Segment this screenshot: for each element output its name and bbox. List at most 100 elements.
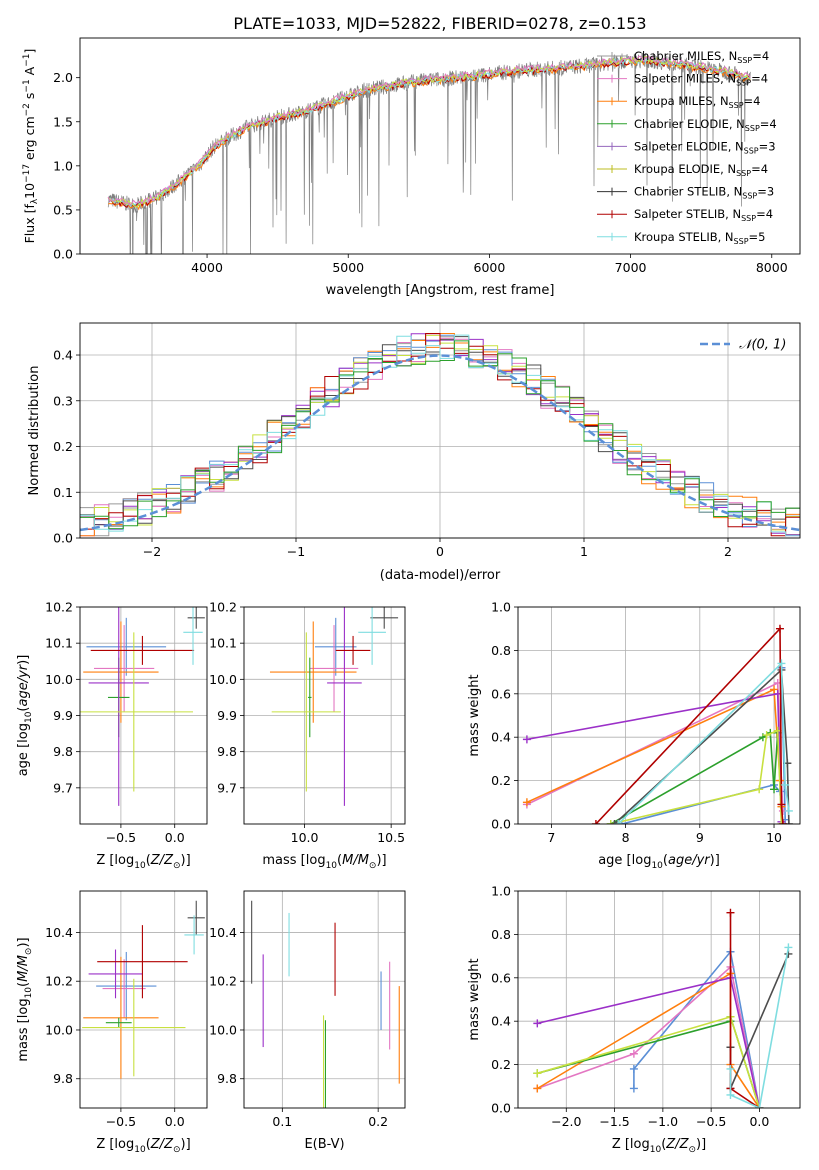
legend-label-7: Salpeter STELIB, NSSP=4 [634, 207, 773, 223]
mass-vs-extinction-panel: 0.1 0.2 9.8 10.0 10.4 10.2 E(B-V) [209, 890, 406, 1152]
ageZ-ytick-label-2: 9.9 [53, 708, 73, 723]
wAge-ylabel: mass weight [467, 674, 482, 756]
wZ-ytick-label-3: 0.6 [491, 970, 511, 985]
legend-label-2: Kroupa MILES, NSSP=4 [634, 94, 760, 110]
wZ-xtick-label-1: −1.5 [599, 1114, 629, 1129]
clip-wAge-area [522, 624, 793, 824]
spec-xtick-label-4: 8000 [756, 260, 788, 275]
wZ-series-0-marker-0 [629, 1084, 638, 1093]
clip-massE-area [251, 900, 400, 1108]
histogram-step-8 [80, 334, 800, 537]
hist-xlabel: (data-model)/error [380, 568, 501, 583]
spec-xtick-label-1: 5000 [332, 260, 364, 275]
wAge-series-3 [610, 731, 779, 824]
wZ-series-1-marker-1 [629, 1049, 638, 1058]
wAge-series-8-marker-2 [781, 780, 790, 789]
wAge-series-7-marker-1 [775, 624, 784, 633]
wAge-series-3-marker-3 [770, 785, 779, 794]
spec-xtick-label-2: 6000 [474, 260, 506, 275]
massE-ytick-label-0: 9.8 [217, 1071, 237, 1086]
hist-ytick-label-1: 0.1 [53, 485, 73, 500]
wZ-series-8-marker-1 [726, 1090, 735, 1099]
hist-legend-label: 𝒩(0, 1) [739, 338, 786, 353]
hist-ytick-label-4: 0.4 [53, 348, 73, 363]
wAge-series-5-marker-2 [762, 731, 771, 740]
ageZ-ylabel: age [log10(age/yr)] [16, 655, 34, 777]
clip-wZ-area [533, 908, 793, 1108]
ageM-xtick-label-0: 10.0 [291, 830, 319, 845]
wAge-series-7-marker-2 [777, 800, 786, 809]
clip-ageM-area [269, 607, 399, 806]
legend-label-0: Chabrier MILES, NSSP=4 [634, 49, 769, 65]
wZ-xtick-label-0: −2.0 [551, 1114, 581, 1129]
wAge-series-5-marker-4 [777, 820, 786, 824]
spec-ytick-label-2: 1.0 [53, 158, 73, 173]
ageZ-ytick-label-1: 9.8 [53, 744, 73, 759]
age-vs-metallicity-panel: −0.5 0.0 9.7 9.8 9.9 10.0 10.1 10.2 Z [log10(Z/Z… [16, 600, 208, 871]
ageM-ytick-label-3: 10.0 [209, 672, 237, 687]
massE-frame [243, 890, 406, 1109]
gaussian-reference-curve [80, 354, 800, 532]
histogram-step-7 [80, 333, 800, 537]
wZ-ytick-label-4: 0.8 [491, 927, 511, 942]
wZ-series-8-marker-0 [726, 1064, 735, 1073]
hist-xtick-label-4: 2 [724, 544, 732, 559]
spectrum-ylabel: Flux [fλ10−17 erg cm−2 s−1 A−1] [22, 49, 40, 244]
wZ-xtick-label-4: 0.0 [749, 1114, 769, 1129]
clip-hist-area [80, 333, 800, 537]
spectrum-panel: 4000 5000 6000 7000 8000 0.0 0.5 1.0 1.5 2.0 wavel… [22, 37, 801, 298]
wZ-series-0-marker-1 [629, 1064, 638, 1073]
massZ-ylabel: mass [log10(M/M⊙)] [16, 937, 34, 1061]
hist-frame [79, 322, 801, 539]
hist-xtick-label-0: −2 [143, 544, 161, 559]
spec-xtick-label-3: 7000 [615, 260, 647, 275]
massE-xlabel: E(B-V) [304, 1137, 344, 1152]
wZ-frame [517, 890, 801, 1109]
ageM-xlabel: mass [log10(M/M⊙)] [262, 853, 386, 871]
spec-ytick-label-3: 1.5 [53, 114, 73, 129]
wAge-ytick-label-3: 0.6 [491, 686, 511, 701]
wAge-xtick-label-0: 7 [547, 830, 555, 845]
wZ-series-8-marker-2 [755, 1104, 764, 1108]
wZ-xtick-label-2: −1.0 [648, 1114, 678, 1129]
hist-ytick-label-2: 0.2 [53, 439, 73, 454]
clip-massZ-area [82, 900, 205, 1079]
wAge-ytick-label-5: 1.0 [491, 600, 511, 615]
legend-label-1: Salpeter MILES, NSSP=4 [634, 72, 768, 88]
spec-ytick-label-1: 0.5 [53, 202, 73, 217]
ageZ-frame [79, 606, 208, 825]
ageZ-ytick-label-5: 10.2 [45, 600, 73, 615]
wAge-ytick-label-1: 0.2 [491, 773, 511, 788]
ageM-frame [243, 606, 406, 825]
wAge-series-5-marker-1 [755, 785, 764, 794]
ageM-ytick-label-0: 9.7 [217, 780, 237, 795]
hist-ytick-label-0: 0.0 [53, 531, 73, 546]
wAge-ytick-label-0: 0.0 [491, 817, 511, 832]
wAge-series-6 [613, 668, 790, 824]
age-vs-mass-panel: 10.0 10.5 9.7 9.8 9.9 10.0 10.1 10.2 mass [log10… [209, 600, 406, 871]
legend-label-8: Kroupa STELIB, NSSP=5 [634, 230, 765, 246]
wZ-ytick-label-5: 1.0 [491, 884, 511, 899]
wAge-xtick-label-3: 10 [766, 830, 782, 845]
wAge-xtick-label-1: 8 [622, 830, 630, 845]
wZ-xlabel: Z [log10(Z/Z⊙)] [612, 1137, 706, 1155]
wAge-series-6-marker-0 [610, 820, 619, 824]
wAge-frame [517, 606, 801, 825]
ageM-xtick-label-1: 10.5 [377, 830, 405, 845]
ageZ-xtick-label-1: 0.0 [165, 830, 185, 845]
wAge-ytick-label-2: 0.4 [491, 730, 511, 745]
wAge-series-7 [595, 626, 784, 824]
massE-ytick-label-1: 10.0 [209, 1022, 237, 1037]
ageM-ytick-label-5: 10.2 [209, 600, 237, 615]
wZ-series-8-marker-3 [784, 943, 793, 952]
massZ-ytick-label-1: 10.0 [45, 1022, 73, 1037]
wAge-series-8 [617, 661, 790, 824]
ageZ-ytick-label-3: 10.0 [45, 672, 73, 687]
mass-vs-metallicity-panel: −0.5 0.0 9.8 10.0 10.2 10.4 Z [log10(Z/Z⊙)] mas… [16, 890, 208, 1155]
massZ-ytick-label-0: 9.8 [53, 1071, 73, 1086]
clip-ageZ-area [80, 607, 205, 806]
massZ-ytick-label-3: 10.4 [45, 925, 73, 940]
wAge-xtick-label-2: 9 [696, 830, 704, 845]
wAge-series-8-marker-1 [777, 659, 786, 668]
